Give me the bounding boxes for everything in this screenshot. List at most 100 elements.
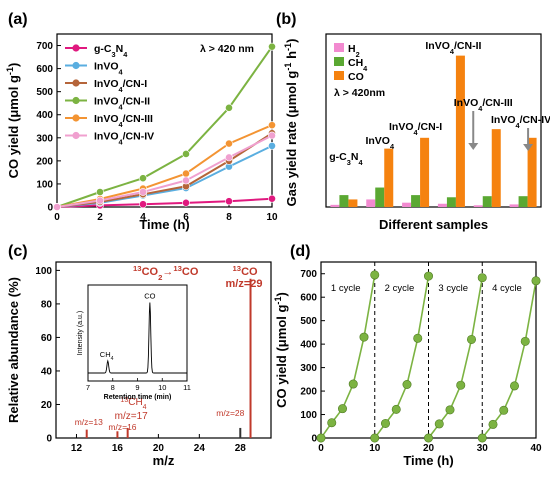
- panel-a-legend-label: InVO4: [94, 61, 124, 77]
- panel-a-data-point: [268, 141, 276, 150]
- panel-b-category-label: InVO4/CN-III: [454, 97, 513, 113]
- panel-d-data-point: [477, 273, 487, 283]
- panel-c-ytick-label: 0: [46, 434, 52, 445]
- panel-d-cycle-label: 2 cycle: [385, 283, 415, 294]
- panel-c-peak-label: 13CH4: [120, 397, 146, 411]
- panel-a-legend-marker: [72, 61, 80, 70]
- panel-d-data-point: [370, 270, 380, 280]
- panel-c-ytick-label: 100: [35, 266, 52, 277]
- panel-c-peak-label: m/z=13: [75, 417, 103, 427]
- panel-a-legend-label: InVO4/CN-II: [94, 96, 150, 112]
- panel-b-bar: [473, 205, 483, 207]
- panel-d-ytick-label: 500: [300, 316, 317, 327]
- panel-b-ylabel: Gas yield rate (μmol g-1 h-1): [283, 39, 299, 207]
- panel-d-data-point: [531, 276, 541, 286]
- panel-a-ytick-label: 600: [36, 64, 53, 75]
- panel-c-inset-xtick-label: 10: [158, 383, 166, 392]
- panel-a-xlabel: Time (h): [139, 217, 189, 232]
- panel-b-category-label: InVO4: [365, 135, 395, 151]
- panel-b-bar: [384, 148, 394, 207]
- panel-c-xlabel: m/z: [153, 453, 175, 468]
- panel-d-xlabel: Time (h): [403, 453, 453, 468]
- panel-d-data-point: [499, 405, 509, 415]
- panel-a-data-point: [139, 188, 147, 196]
- panel-c-ytick-label: 60: [41, 333, 53, 344]
- panel-d-xtick-label: 0: [318, 443, 324, 454]
- panel-a-axes: [56, 33, 273, 208]
- panel-a-ylabel: CO yield (μmol g-1): [5, 63, 21, 179]
- panel-c-xtick-label: 28: [235, 443, 247, 454]
- panel-c-peak-label: 13CO: [233, 264, 259, 279]
- panel-d-data-point: [359, 332, 369, 342]
- panel-d-cycle-label: 4 cycle: [492, 283, 522, 294]
- panel-a-xtick-label: 8: [226, 212, 232, 223]
- panel-c-xtick-label: 24: [194, 443, 206, 454]
- panel-d-ytick-label: 300: [300, 363, 317, 374]
- panel-a-data-point: [96, 196, 104, 205]
- panel-b-arrow-head: [468, 143, 479, 150]
- panel-a-ytick-label: 400: [36, 110, 53, 121]
- panel-b-bar: [518, 196, 528, 207]
- panel-a-xtick-label: 6: [183, 212, 189, 223]
- panel-d-data-point: [488, 419, 498, 429]
- panel-a-ytick-label: 0: [47, 203, 53, 214]
- panel-b-bar: [482, 196, 492, 207]
- panel-c-ylabel: Relative abundance (%): [6, 277, 21, 423]
- panel-a-data-point: [268, 131, 276, 140]
- panel-b-legend-swatch: [334, 57, 344, 66]
- panel-d-ytick-label: 100: [300, 410, 317, 421]
- panel-a-series-line: [56, 124, 273, 208]
- panel-a-annotation: λ > 420 nm: [200, 43, 254, 55]
- panel-c-xtick-label: 20: [153, 443, 165, 454]
- panel-c-axes: [55, 261, 272, 439]
- panel-a-ytick-label: 100: [36, 179, 53, 190]
- panel-b-legend-label: CO: [348, 71, 364, 83]
- panel-d-cycle-line: [427, 277, 484, 439]
- panel-c-inset-xtick-label: 7: [86, 383, 90, 392]
- panel-a-legend-label: InVO4/CN-I: [94, 78, 147, 94]
- panel-d-xtick-label: 30: [477, 443, 489, 454]
- panel-a-legend-marker: [72, 96, 80, 105]
- panel-a-series-line: [56, 197, 273, 208]
- panel-a-xtick-label: 10: [266, 212, 278, 223]
- panel-a-series-line: [56, 132, 273, 208]
- panel-b-legend-label: H2: [348, 43, 360, 59]
- panel-c-inset-xtick-label: 8: [111, 383, 115, 392]
- panel-c-ytick-label: 40: [41, 366, 53, 377]
- panel-d-cycle-label: 3 cycle: [438, 283, 468, 294]
- panel-c-inset-axes: [87, 284, 188, 382]
- panel-d-data-point: [402, 379, 412, 389]
- panel-c-inset-xlabel: Retention time (min): [104, 394, 172, 401]
- panel-a-ytick-label: 500: [36, 87, 53, 98]
- panel-a-xtick-label: 0: [54, 212, 60, 223]
- panel-a-legend-marker: [72, 131, 80, 140]
- panel-a-data-point: [225, 139, 233, 148]
- panel-d-data-point: [337, 404, 347, 414]
- panel-b-category-label: InVO4/CN-I: [389, 121, 442, 137]
- panel-c-inset-xtick-label: 9: [135, 383, 139, 392]
- panel-a-legend-label: InVO4/CN-IV: [94, 131, 154, 147]
- panel-a-data-point: [139, 200, 147, 209]
- panel-d-data-point: [434, 419, 444, 429]
- panel-a-legend-marker: [72, 79, 80, 87]
- panel-d-data-point: [466, 334, 476, 344]
- panel-a-legend-label: g-C3N4: [94, 43, 128, 59]
- panel-c-inset-xtick-label: 11: [183, 383, 191, 392]
- panel-a-data-point: [139, 174, 147, 183]
- panel-b-bar: [437, 203, 447, 207]
- panel-b-bar: [330, 204, 340, 207]
- panel-d-data-point: [370, 433, 380, 443]
- panel-a-data-point: [268, 194, 276, 203]
- panel-d-data-point: [456, 380, 466, 390]
- panel-b-bar: [527, 137, 537, 207]
- panel-d-ytick-label: 0: [311, 434, 317, 445]
- panel-b-category-label: InVO4/CN-II: [425, 40, 481, 56]
- panel-a-legend-label: InVO4/CN-III: [94, 113, 153, 129]
- panel-c-inset-peak-label: CO: [144, 291, 155, 300]
- panel-c-reaction-label: 13CO2→13CO: [133, 264, 199, 282]
- panel-d-cycle-line: [320, 274, 376, 439]
- panel-a-xtick-label: 4: [140, 212, 146, 223]
- panel-a-ytick-label: 200: [36, 156, 53, 167]
- panel-c-label: (c): [8, 243, 28, 260]
